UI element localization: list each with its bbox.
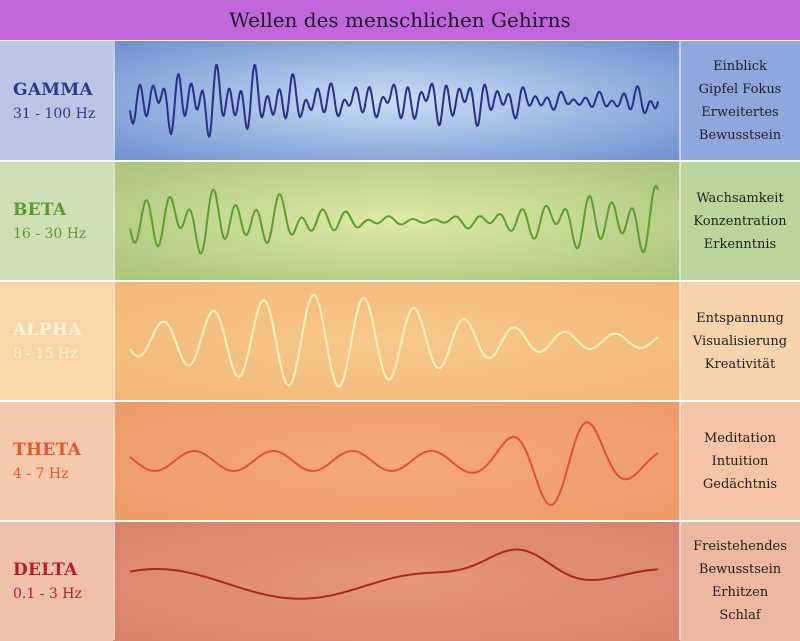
waveform-alpha	[129, 293, 659, 388]
description-line: Bewusstsein	[698, 562, 782, 577]
band-divider	[0, 160, 800, 162]
band-frequency: 8 - 15 Hz	[13, 346, 78, 362]
band-gamma: GAMMA 31 - 100 Hz Einblick Gipfel Fokus Erwe…	[0, 41, 800, 161]
description-line: Konzentration	[693, 213, 787, 229]
wave-area	[113, 401, 680, 521]
description-line: Meditation	[703, 430, 777, 446]
description-line: Gipfel Fokus	[698, 82, 782, 97]
wave-area	[113, 281, 680, 401]
band-label: ALPHA 8 - 15 Hz	[0, 281, 113, 401]
description-line: Freistehendes	[693, 539, 787, 554]
description-line: Einblick	[713, 59, 767, 74]
waveform-svg	[129, 548, 659, 600]
band-frequency: 0.1 - 3 Hz	[13, 586, 82, 602]
band-label: THETA 4 - 7 Hz	[0, 401, 113, 521]
band-beta: BETA 16 - 30 Hz Wachsamkeit Konzentration Er…	[0, 161, 800, 281]
page-title: Wellen des menschlichen Gehirns	[0, 0, 800, 42]
waveform-svg	[129, 63, 659, 138]
band-theta: THETA 4 - 7 Hz Meditation Intuition Gedächtn…	[0, 401, 800, 521]
band-label: DELTA 0.1 - 3 Hz	[0, 521, 113, 641]
band-name: ALPHA	[13, 320, 82, 340]
band-description: Einblick Gipfel Fokus Erweitertes Bewusstse…	[680, 41, 800, 161]
band-label: GAMMA 31 - 100 Hz	[0, 41, 113, 161]
wave-area	[113, 41, 680, 161]
band-description: Meditation Intuition Gedächtnis	[680, 401, 800, 521]
description-line: Gedächtnis	[702, 476, 778, 492]
waveform-gamma	[129, 63, 659, 138]
band-frequency: 16 - 30 Hz	[13, 226, 87, 242]
band-delta: DELTA 0.1 - 3 Hz Freistehendes Bewusstsein E…	[0, 521, 800, 641]
waveform-beta	[129, 184, 659, 255]
column-divider	[679, 40, 681, 640]
waveform-svg	[129, 293, 659, 388]
description-line: Entspannung	[696, 310, 784, 326]
band-name: BETA	[13, 200, 67, 220]
band-name: THETA	[13, 440, 82, 460]
description-line: Erkenntnis	[703, 236, 777, 252]
band-label: BETA 16 - 30 Hz	[0, 161, 113, 281]
band-divider	[0, 400, 800, 402]
description-line: Visualisierung	[692, 333, 788, 349]
band-description: Entspannung Visualisierung Kreativität	[680, 281, 800, 401]
waveform-delta	[129, 548, 659, 600]
description-line: Bewusstsein	[698, 128, 782, 143]
description-line: Intuition	[711, 453, 769, 469]
band-name: DELTA	[13, 560, 78, 580]
waveform-theta	[129, 421, 659, 506]
description-line: Wachsamkeit	[696, 190, 784, 206]
band-divider	[0, 520, 800, 522]
description-line: Erweitertes	[701, 105, 779, 120]
band-description: Wachsamkeit Konzentration Erkenntnis	[680, 161, 800, 281]
band-divider	[0, 280, 800, 282]
description-line: Schlaf	[719, 608, 761, 623]
description-line: Erhitzen	[711, 585, 769, 600]
band-description: Freistehendes Bewusstsein Erhitzen Schlaf	[680, 521, 800, 641]
wave-area	[113, 521, 680, 641]
column-divider	[113, 40, 115, 640]
description-line: Kreativität	[704, 356, 776, 372]
band-name: GAMMA	[13, 80, 94, 100]
band-frequency: 31 - 100 Hz	[13, 106, 96, 122]
wave-area	[113, 161, 680, 281]
waveform-svg	[129, 184, 659, 255]
band-frequency: 4 - 7 Hz	[13, 466, 69, 482]
band-alpha: ALPHA 8 - 15 Hz Entspannung Visualisierung K…	[0, 281, 800, 401]
waveform-svg	[129, 421, 659, 506]
